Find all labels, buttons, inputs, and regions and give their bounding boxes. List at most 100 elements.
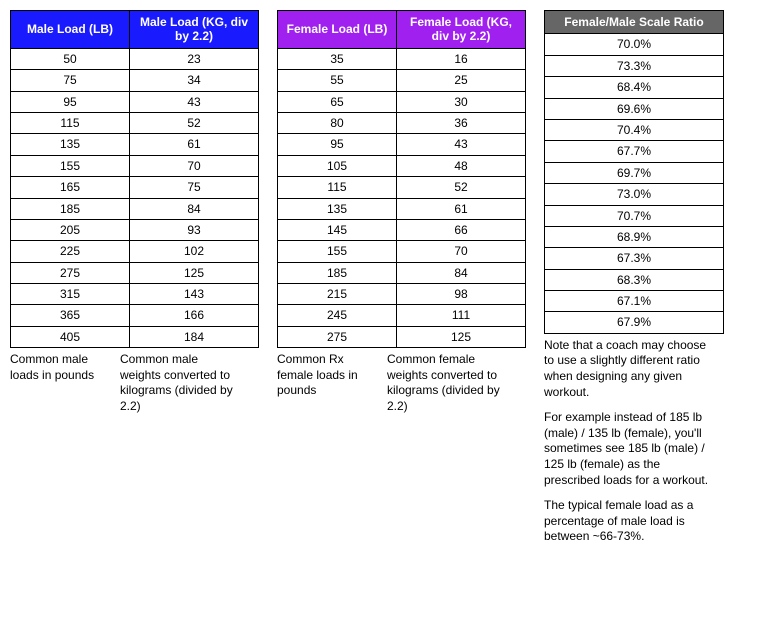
table-row: 20593 (11, 219, 259, 240)
table-row: 16575 (11, 177, 259, 198)
table-row: 15570 (278, 241, 526, 262)
female-cell-lb: 135 (278, 198, 397, 219)
male-cell-lb: 155 (11, 155, 130, 176)
table-row: 67.9% (545, 312, 724, 333)
table-row: 275125 (278, 326, 526, 347)
female-cell-kg: 25 (397, 70, 526, 91)
female-tbody: 3516552565308036954310548115521356114566… (278, 48, 526, 347)
ratio-note-p3: The typical female load as a percentage … (544, 498, 714, 545)
table-row: 68.4% (545, 77, 724, 98)
table-row: 73.3% (545, 55, 724, 76)
ratio-cell: 68.3% (545, 269, 724, 290)
male-cell-lb: 315 (11, 284, 130, 305)
male-cell-kg: 84 (130, 198, 259, 219)
female-cell-kg: 125 (397, 326, 526, 347)
table-row: 68.3% (545, 269, 724, 290)
male-header-kg: Male Load (KG, div by 2.2) (130, 11, 259, 49)
table-row: 73.0% (545, 184, 724, 205)
male-block: Male Load (LB) Male Load (KG, div by 2.2… (10, 10, 259, 415)
table-row: 13561 (11, 134, 259, 155)
female-cell-lb: 35 (278, 48, 397, 69)
table-row: 3516 (278, 48, 526, 69)
table-row: 8036 (278, 112, 526, 133)
female-cell-lb: 215 (278, 284, 397, 305)
table-row: 275125 (11, 262, 259, 283)
female-cell-kg: 111 (397, 305, 526, 326)
female-cell-lb: 155 (278, 241, 397, 262)
table-row: 18584 (11, 198, 259, 219)
ratio-cell: 67.7% (545, 141, 724, 162)
male-captions: Common male loads in pounds Common male … (10, 352, 259, 414)
table-row: 365166 (11, 305, 259, 326)
male-cell-lb: 75 (11, 70, 130, 91)
table-row: 405184 (11, 326, 259, 347)
male-cell-lb: 135 (11, 134, 130, 155)
male-caption-kg: Common male weights converted to kilogra… (120, 352, 240, 414)
male-cell-lb: 365 (11, 305, 130, 326)
female-captions: Common Rx female loads in pounds Common … (277, 352, 526, 414)
table-row: 21598 (278, 284, 526, 305)
table-row: 315143 (11, 284, 259, 305)
ratio-tbody: 70.0%73.3%68.4%69.6%70.4%67.7%69.7%73.0%… (545, 34, 724, 333)
ratio-table: Female/Male Scale Ratio 70.0%73.3%68.4%6… (544, 10, 724, 334)
table-row: 225102 (11, 241, 259, 262)
table-row: 69.6% (545, 98, 724, 119)
female-cell-lb: 105 (278, 155, 397, 176)
female-header-kg: Female Load (KG, div by 2.2) (397, 11, 526, 49)
male-cell-kg: 23 (130, 48, 259, 69)
table-row: 13561 (278, 198, 526, 219)
female-table: Female Load (LB) Female Load (KG, div by… (277, 10, 526, 348)
male-cell-kg: 43 (130, 91, 259, 112)
ratio-cell: 70.4% (545, 119, 724, 140)
female-cell-lb: 65 (278, 91, 397, 112)
male-cell-kg: 52 (130, 112, 259, 133)
ratio-block: Female/Male Scale Ratio 70.0%73.3%68.4%6… (544, 10, 724, 555)
female-cell-kg: 98 (397, 284, 526, 305)
table-row: 5023 (11, 48, 259, 69)
female-cell-lb: 145 (278, 219, 397, 240)
male-cell-kg: 75 (130, 177, 259, 198)
male-cell-kg: 184 (130, 326, 259, 347)
male-cell-lb: 185 (11, 198, 130, 219)
female-cell-kg: 66 (397, 219, 526, 240)
male-table: Male Load (LB) Male Load (KG, div by 2.2… (10, 10, 259, 348)
male-cell-kg: 143 (130, 284, 259, 305)
male-cell-lb: 275 (11, 262, 130, 283)
female-cell-kg: 48 (397, 155, 526, 176)
ratio-cell: 67.9% (545, 312, 724, 333)
male-cell-kg: 70 (130, 155, 259, 176)
male-cell-kg: 34 (130, 70, 259, 91)
male-cell-lb: 225 (11, 241, 130, 262)
ratio-cell: 69.7% (545, 162, 724, 183)
male-cell-lb: 205 (11, 219, 130, 240)
female-cell-lb: 95 (278, 134, 397, 155)
table-row: 9543 (11, 91, 259, 112)
female-cell-kg: 70 (397, 241, 526, 262)
ratio-cell: 73.3% (545, 55, 724, 76)
male-cell-lb: 115 (11, 112, 130, 133)
male-cell-kg: 61 (130, 134, 259, 155)
table-row: 15570 (11, 155, 259, 176)
table-row: 67.1% (545, 291, 724, 312)
table-row: 5525 (278, 70, 526, 91)
table-row: 69.7% (545, 162, 724, 183)
ratio-cell: 73.0% (545, 184, 724, 205)
table-row: 14566 (278, 219, 526, 240)
table-row: 70.0% (545, 34, 724, 55)
female-cell-lb: 275 (278, 326, 397, 347)
female-caption-kg: Common female weights converted to kilog… (387, 352, 507, 414)
ratio-cell: 69.6% (545, 98, 724, 119)
female-cell-kg: 16 (397, 48, 526, 69)
ratio-cell: 70.0% (545, 34, 724, 55)
male-cell-lb: 405 (11, 326, 130, 347)
female-cell-kg: 36 (397, 112, 526, 133)
table-row: 18584 (278, 262, 526, 283)
table-row: 67.7% (545, 141, 724, 162)
male-tbody: 5023753495431155213561155701657518584205… (11, 48, 259, 347)
female-cell-kg: 30 (397, 91, 526, 112)
table-row: 70.4% (545, 119, 724, 140)
table-row: 6530 (278, 91, 526, 112)
male-cell-kg: 166 (130, 305, 259, 326)
ratio-cell: 70.7% (545, 205, 724, 226)
table-row: 10548 (278, 155, 526, 176)
